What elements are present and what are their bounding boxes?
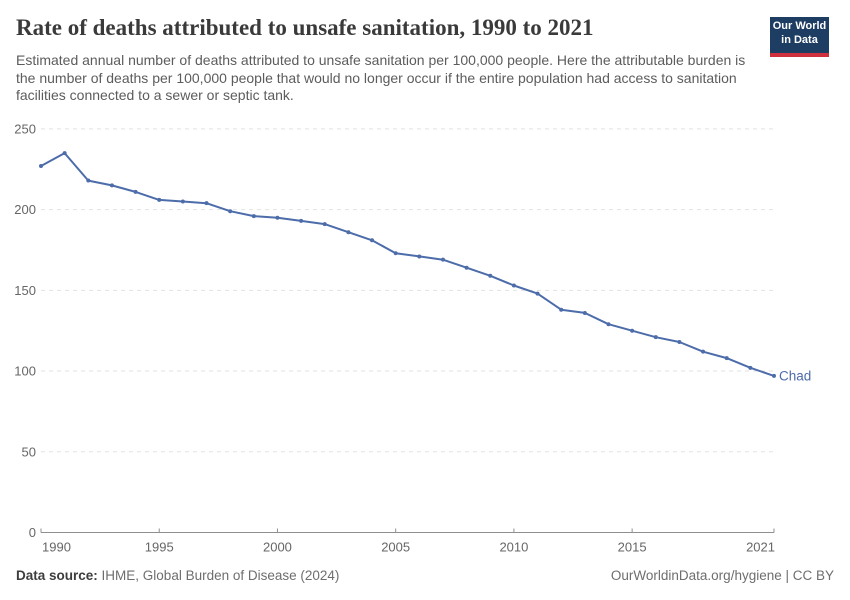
data-point (251, 214, 256, 219)
data-source-label: Data source: (16, 568, 98, 583)
data-point (322, 222, 327, 227)
data-point (630, 328, 635, 333)
data-source-note: Data source: IHME, Global Burden of Dise… (16, 568, 339, 583)
data-point (157, 197, 162, 202)
data-point (299, 218, 304, 223)
data-point (204, 201, 209, 206)
data-point (440, 257, 445, 262)
owid-logo[interactable]: Our World in Data (770, 17, 829, 57)
data-point (228, 209, 233, 214)
y-axis-tick-label: 0 (29, 525, 36, 540)
data-point (535, 291, 540, 296)
attribution-note: OurWorldinData.org/hygiene | CC BY (610, 568, 834, 583)
data-point (724, 356, 729, 361)
data-point (275, 215, 280, 220)
data-point (748, 365, 753, 370)
x-axis-tick-label: 1990 (42, 540, 71, 555)
data-point (346, 230, 351, 235)
x-axis-tick-label: 2010 (499, 540, 528, 555)
y-axis-tick-label: 250 (14, 121, 36, 136)
y-axis-tick-label: 150 (14, 283, 36, 298)
data-point (62, 151, 67, 156)
data-point (559, 307, 564, 312)
x-axis-tick-label: 2000 (263, 540, 292, 555)
data-point (606, 322, 611, 327)
data-point (109, 183, 114, 188)
data-point (370, 238, 375, 243)
x-axis-tick-label: 2021 (746, 540, 775, 555)
x-axis-tick-label: 1995 (145, 540, 174, 555)
x-axis-tick-label: 2005 (381, 540, 410, 555)
series-label-chad[interactable]: Chad (779, 368, 811, 383)
chart-title: Rate of deaths attributed to unsafe sani… (16, 15, 594, 40)
owid-logo-line1: Our World (772, 20, 827, 32)
data-point (653, 335, 658, 340)
data-point (180, 199, 185, 204)
chart-subtitle: Estimated annual number of deaths attrib… (16, 52, 746, 104)
data-point (393, 251, 398, 256)
data-point (582, 310, 587, 315)
data-point (511, 283, 516, 288)
data-point (417, 254, 422, 259)
data-point (772, 373, 776, 378)
y-axis-tick-label: 100 (14, 364, 36, 379)
data-point (86, 178, 91, 183)
y-axis-tick-label: 200 (14, 202, 36, 217)
data-point (701, 349, 706, 354)
x-axis-tick-label: 2015 (618, 540, 647, 555)
data-point (133, 189, 138, 194)
data-source-value: IHME, Global Burden of Disease (2024) (101, 568, 340, 583)
data-point (464, 265, 469, 270)
data-point (39, 164, 43, 169)
owid-logo-line2: in Data (781, 33, 818, 46)
data-point (677, 340, 682, 345)
series-line-chad[interactable] (40, 152, 775, 377)
data-point (488, 273, 493, 278)
y-axis-tick-label: 50 (22, 444, 36, 459)
